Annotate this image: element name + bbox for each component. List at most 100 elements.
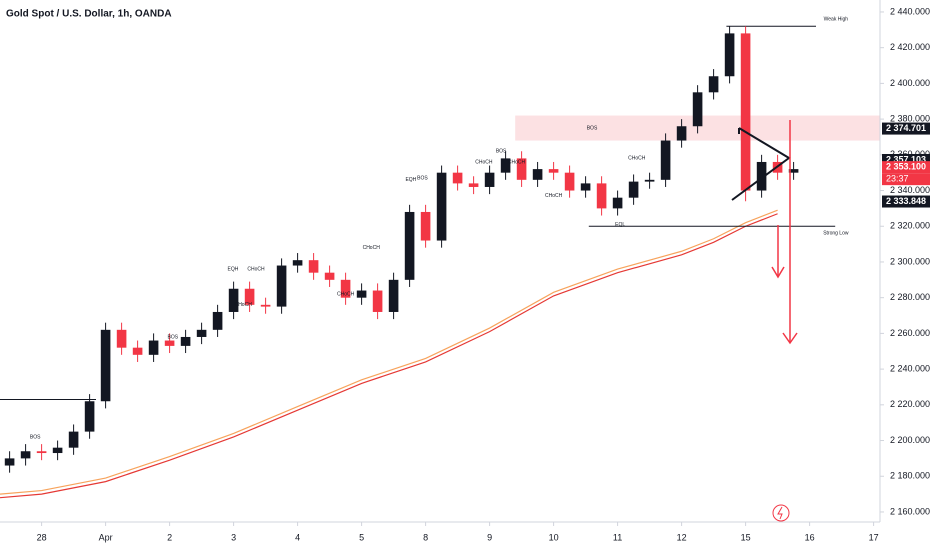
annotation: CHoCH [337, 291, 355, 297]
candle-body [724, 33, 735, 77]
candle-body [244, 288, 255, 305]
candle-body [276, 265, 287, 307]
candle-body [260, 304, 271, 307]
x-tick-label: 11 [613, 532, 622, 542]
annotation: BOS [496, 149, 507, 155]
candle-body [116, 329, 127, 348]
annotation: BOS [587, 125, 598, 131]
y-tick-label: 2 280.000 [890, 292, 930, 302]
candle-body [420, 211, 431, 241]
candle-body [20, 451, 31, 459]
x-tick-label: 16 [805, 532, 815, 542]
candle-body [148, 340, 159, 355]
moving-average [0, 213, 778, 499]
x-tick-label: 12 [677, 532, 687, 542]
candle-body [292, 260, 303, 266]
price-badge-label: 2 353.100 [886, 162, 926, 172]
price-badge [882, 122, 930, 135]
annotation: Strong Low [823, 231, 849, 237]
annotation: CHoCH [508, 159, 526, 165]
y-tick-label: 2 160.000 [890, 506, 930, 516]
annotation: BOS [30, 434, 41, 440]
x-tick-label: 9 [487, 532, 492, 542]
candle-body [228, 288, 239, 312]
countdown: 23:37 [886, 174, 909, 184]
candle-body [308, 260, 319, 273]
moving-average [0, 209, 778, 495]
annotation: CHoCH [628, 156, 646, 162]
candle-body [756, 161, 767, 191]
annotation: BOS [168, 334, 179, 340]
candle-body [740, 33, 751, 191]
candle-body [660, 140, 671, 180]
price-badge [882, 161, 930, 174]
candle-body [596, 183, 607, 209]
annotation: EQL [615, 222, 625, 228]
price-badge-label: 2 374.701 [886, 123, 926, 133]
x-tick-label: 5 [359, 532, 364, 542]
candle-body [452, 172, 463, 184]
y-tick-label: 2 420.000 [890, 42, 930, 52]
candle-body [532, 169, 543, 180]
candle-body [164, 340, 175, 346]
y-tick-label: 2 340.000 [890, 185, 930, 195]
arrow-head [771, 266, 785, 279]
x-tick-label: 4 [295, 532, 300, 542]
price-badge [882, 195, 930, 208]
alert-icon [772, 504, 790, 522]
annotation: EQH [405, 177, 416, 183]
candle-body [372, 290, 383, 312]
candle-body [644, 179, 655, 182]
annotation: CHoCH [545, 193, 563, 199]
candle-body [692, 92, 703, 127]
y-tick-label: 2 180.000 [890, 471, 930, 481]
candle-body [676, 126, 687, 141]
candle-body [468, 183, 479, 187]
candle-body [404, 211, 415, 280]
price-badge-label: 2 333.848 [886, 196, 926, 206]
candle-body [132, 347, 143, 355]
candle-body [500, 158, 511, 173]
x-tick-label: 28 [37, 532, 47, 542]
y-tick-label: 2 220.000 [890, 399, 930, 409]
candle-body [484, 172, 495, 187]
arrow-head [782, 332, 798, 345]
arrows [771, 120, 798, 345]
y-tick-label: 2 300.000 [890, 256, 930, 266]
candle-body [180, 336, 191, 346]
candle-body [68, 431, 79, 448]
candle-body [436, 172, 447, 241]
candle-body [52, 447, 63, 454]
annotation: EQH [228, 266, 239, 272]
candle-body [788, 169, 799, 173]
annotation: BOS [417, 175, 428, 181]
candle-body [564, 172, 575, 191]
annotation: CHoCH [363, 245, 381, 251]
x-tick-label: Apr [99, 532, 113, 542]
alert-icon [777, 506, 783, 520]
x-tick-label: 17 [869, 532, 879, 542]
countdown-badge [882, 173, 930, 186]
candle-body [612, 197, 623, 209]
y-tick-label: 2 240.000 [890, 363, 930, 373]
x-tick-label: 2 [167, 532, 172, 542]
candle-body [100, 329, 111, 402]
candle-body [4, 458, 15, 466]
x-tick-label: 15 [741, 532, 751, 542]
candle-body [708, 76, 719, 93]
x-tick-label: 8 [423, 532, 428, 542]
y-tick-label: 2 440.000 [890, 6, 930, 16]
annotation: CHoCH [235, 302, 253, 308]
candle-body [388, 279, 399, 312]
annotation: Weak High [824, 16, 849, 22]
candle-body [548, 169, 559, 173]
annotation: CHoCH [475, 159, 493, 165]
candle-body [580, 183, 591, 191]
y-tick-label: 2 320.000 [890, 221, 930, 231]
y-tick-label: 2 260.000 [890, 328, 930, 338]
x-tick-label: 3 [231, 532, 236, 542]
candle-body [516, 158, 527, 180]
candle-body [36, 451, 47, 454]
